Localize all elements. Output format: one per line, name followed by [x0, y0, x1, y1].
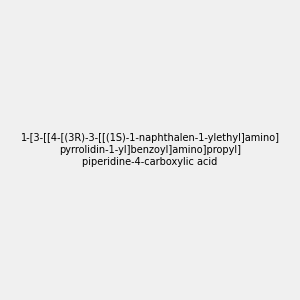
Text: 1-[3-[[4-[(3R)-3-[[(1S)-1-naphthalen-1-ylethyl]amino]
pyrrolidin-1-yl]benzoyl]am: 1-[3-[[4-[(3R)-3-[[(1S)-1-naphthalen-1-y… — [20, 134, 280, 166]
